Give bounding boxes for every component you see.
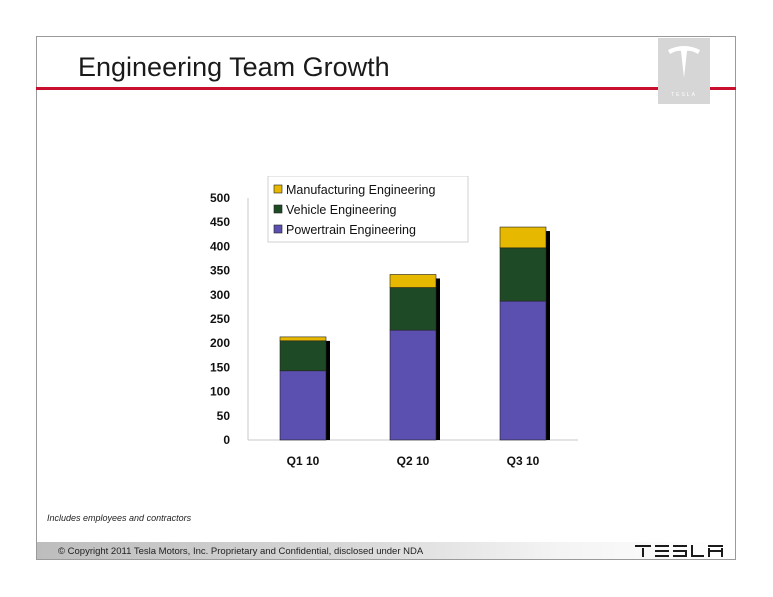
- bar-segment: [389, 287, 437, 331]
- legend-swatch: [273, 184, 283, 194]
- footer-bar: [37, 542, 735, 559]
- y-tick-label: 300: [210, 288, 230, 302]
- y-tick-label: 50: [217, 409, 231, 423]
- legend-box: [267, 176, 469, 243]
- bar-segment: [279, 370, 327, 441]
- x-tick-label: Q3 10: [507, 454, 540, 468]
- copyright-text: © Copyright 2011 Tesla Motors, Inc. Prop…: [58, 546, 424, 557]
- title-rule: [36, 87, 736, 90]
- legend-label: Powertrain Engineering: [286, 223, 416, 237]
- y-tick-label: 250: [210, 312, 230, 326]
- slide-frame: [36, 36, 736, 560]
- y-tick-label: 200: [210, 336, 230, 350]
- y-tick-label: 450: [210, 215, 230, 229]
- slide-title: Engineering Team Growth: [78, 52, 390, 82]
- bar-segment: [279, 340, 327, 372]
- y-tick-label: 100: [210, 385, 230, 399]
- bar-segment: [499, 300, 547, 441]
- legend-label: Vehicle Engineering: [286, 203, 397, 217]
- stacked-bar-chart: 0 50 100 150 200 250 300 350 400 450 500 Q1 10 Q2 10…: [210, 176, 578, 468]
- bar-segment: [389, 329, 437, 441]
- tesla-t-icon: TESLA: [668, 46, 700, 98]
- x-tick-label: Q2 10: [397, 454, 430, 468]
- tesla-wordmark-icon: [635, 545, 723, 557]
- y-tick-label: 400: [210, 239, 230, 253]
- bar-segment: [499, 226, 547, 249]
- y-tick-label: 0: [223, 433, 230, 447]
- y-tick-label: 500: [210, 191, 230, 205]
- bar-segment: [499, 247, 547, 302]
- x-tick-label: Q1 10: [287, 454, 320, 468]
- legend-label: Manufacturing Engineering: [286, 183, 435, 197]
- y-tick-label: 350: [210, 264, 230, 278]
- svg-text:TESLA: TESLA: [671, 92, 697, 98]
- bar-segment: [279, 336, 327, 342]
- tesla-logo: TESLA: [658, 38, 710, 104]
- chart-caption: Includes employees and contractors: [47, 513, 192, 523]
- legend-swatch: [273, 204, 283, 214]
- bar-segment: [389, 274, 437, 288]
- y-tick-label: 150: [210, 360, 230, 374]
- legend-swatch: [273, 224, 283, 234]
